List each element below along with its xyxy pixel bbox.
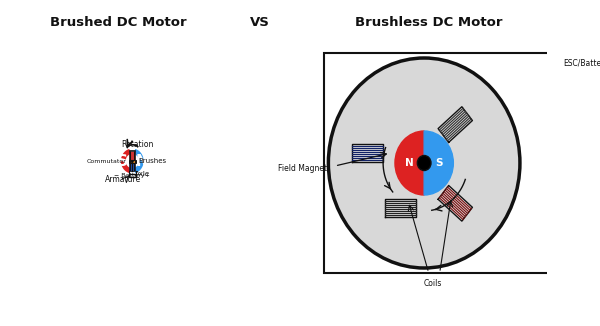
Circle shape <box>328 58 520 268</box>
Bar <box>130 151 135 171</box>
Text: N: N <box>136 154 148 169</box>
Text: Brushless DC Motor: Brushless DC Motor <box>355 16 502 29</box>
Wedge shape <box>395 131 424 195</box>
Bar <box>130 160 135 163</box>
Circle shape <box>418 156 431 170</box>
Text: S: S <box>117 154 128 169</box>
Text: S: S <box>435 158 443 168</box>
Bar <box>128 160 130 163</box>
Bar <box>135 160 136 163</box>
Text: Commutator: Commutator <box>87 159 127 164</box>
Text: Rotation: Rotation <box>122 140 154 149</box>
Bar <box>324 53 566 273</box>
Polygon shape <box>438 185 472 221</box>
Text: VS: VS <box>250 16 270 29</box>
Text: Armature: Armature <box>105 174 141 184</box>
Polygon shape <box>352 144 383 162</box>
Text: − Battery+: − Battery+ <box>115 172 150 178</box>
Text: Field Magnet: Field Magnet <box>278 164 328 172</box>
Text: Coils: Coils <box>424 278 442 288</box>
Text: N: N <box>405 158 414 168</box>
Bar <box>128 174 136 176</box>
Text: Axle: Axle <box>135 171 151 177</box>
Polygon shape <box>121 149 131 173</box>
Polygon shape <box>385 199 416 217</box>
Text: Brushed DC Motor: Brushed DC Motor <box>50 16 187 29</box>
Polygon shape <box>438 107 472 142</box>
Text: ESC/Battery: ESC/Battery <box>563 58 600 67</box>
Wedge shape <box>424 131 454 195</box>
Circle shape <box>131 160 133 162</box>
Polygon shape <box>134 149 143 173</box>
Text: Brushes: Brushes <box>138 158 166 164</box>
